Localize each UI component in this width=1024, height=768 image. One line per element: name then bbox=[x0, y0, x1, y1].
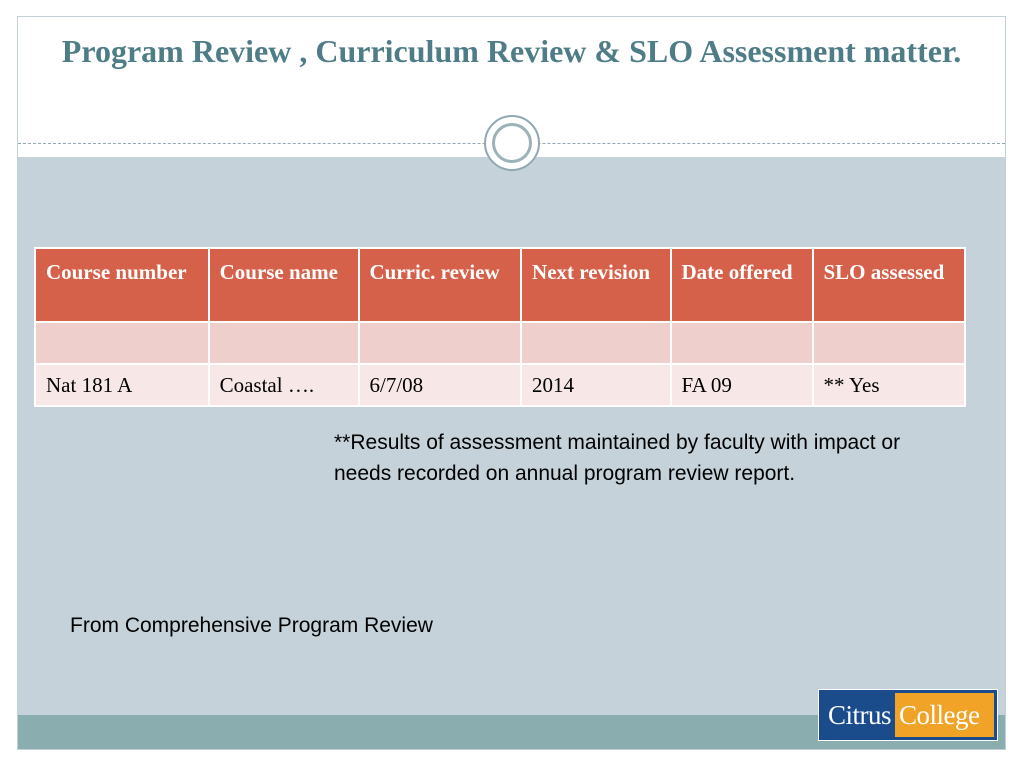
cell-slo-assessed: ** Yes bbox=[811, 363, 966, 407]
table-cell bbox=[520, 321, 672, 365]
table-cell bbox=[357, 321, 523, 365]
ring-inner bbox=[492, 123, 532, 163]
table-row: Nat 181 A Coastal …. 6/7/08 2014 FA 09 *… bbox=[34, 363, 966, 407]
header-slo-assessed: SLO assessed bbox=[811, 247, 966, 323]
slide-frame: Program Review , Curriculum Review & SLO… bbox=[17, 16, 1006, 750]
logo-text-citrus: Citrus bbox=[828, 699, 892, 730]
table-cell bbox=[669, 321, 814, 365]
course-table: Course number Course name Curric. review… bbox=[34, 247, 966, 407]
cell-course-name: Coastal …. bbox=[207, 363, 360, 407]
header-course-name: Course name bbox=[207, 247, 360, 323]
table-header-row: Course number Course name Curric. review… bbox=[34, 247, 966, 323]
footnote-text: **Results of assessment maintained by fa… bbox=[334, 431, 901, 485]
cell-next-revision: 2014 bbox=[520, 363, 672, 407]
header-next-revision: Next revision bbox=[520, 247, 672, 323]
table-row bbox=[34, 321, 966, 365]
header-course-number: Course number bbox=[34, 247, 210, 323]
table-cell bbox=[811, 321, 966, 365]
table-cell bbox=[207, 321, 360, 365]
cell-course-number: Nat 181 A bbox=[34, 363, 210, 407]
citrus-college-logo: Citrus College bbox=[818, 689, 998, 741]
ring-ornament-icon bbox=[484, 115, 540, 171]
cell-curric-review: 6/7/08 bbox=[357, 363, 523, 407]
cell-date-offered: FA 09 bbox=[669, 363, 814, 407]
table-cell bbox=[34, 321, 210, 365]
header-date-offered: Date offered bbox=[669, 247, 814, 323]
source-text: From Comprehensive Program Review bbox=[70, 614, 433, 637]
logo-text-college: College bbox=[895, 693, 994, 737]
slide-title: Program Review , Curriculum Review & SLO… bbox=[61, 33, 962, 69]
header-curric-review: Curric. review bbox=[357, 247, 523, 323]
